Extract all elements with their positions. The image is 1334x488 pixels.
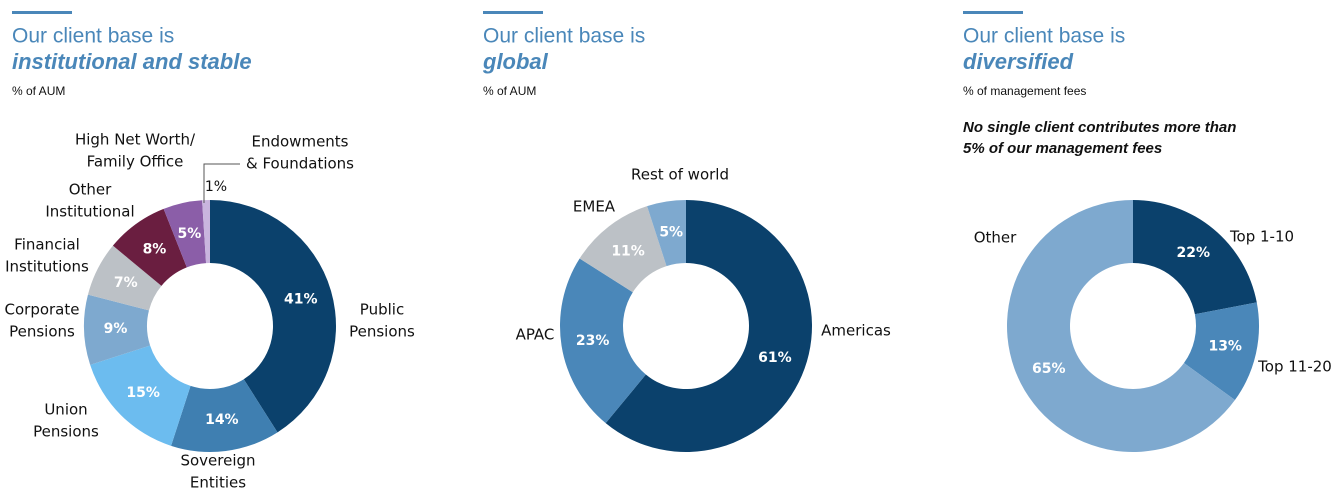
value-label: 65% xyxy=(1032,361,1066,377)
value-label: 23% xyxy=(576,333,610,349)
value-label: 9% xyxy=(104,321,128,337)
value-label: 61% xyxy=(758,350,792,366)
value-label: 14% xyxy=(205,412,239,428)
value-label: 5% xyxy=(659,225,683,241)
title-line: Our client base is xyxy=(963,25,1125,48)
donut-slice xyxy=(579,206,667,293)
title-emphasis: institutional and stable xyxy=(12,49,252,74)
category-label: Rest of world xyxy=(631,166,729,184)
category-label: Pensions xyxy=(33,423,99,441)
donut-slice xyxy=(210,200,337,433)
category-label: Top 1-10 xyxy=(1229,228,1294,246)
category-label: Public xyxy=(360,301,404,319)
category-label: Other xyxy=(69,181,112,199)
donut-slice xyxy=(1133,200,1257,315)
title-line: Our client base is xyxy=(483,25,645,48)
value-label: 1% xyxy=(205,179,227,195)
category-label: Other xyxy=(974,229,1017,247)
value-label: 11% xyxy=(611,243,645,259)
accent-bar xyxy=(12,11,72,14)
accent-bar xyxy=(483,11,543,14)
accent-bar xyxy=(963,11,1023,14)
category-label: Corporate xyxy=(5,301,80,319)
category-label: & Foundations xyxy=(246,155,354,173)
category-label: EMEA xyxy=(573,198,616,216)
category-label: Institutional xyxy=(45,203,134,221)
donut-slice xyxy=(87,245,162,311)
title-line: Our client base is xyxy=(12,25,174,48)
subtitle: % of AUM xyxy=(12,84,65,98)
category-label: Institutions xyxy=(5,258,89,276)
category-label: Endowments xyxy=(252,133,349,151)
donut-slice xyxy=(1183,302,1259,401)
category-label: Pensions xyxy=(9,323,75,341)
value-label: 8% xyxy=(143,242,167,258)
category-label: Pensions xyxy=(349,323,415,341)
note: No single client contributes more than xyxy=(963,119,1236,136)
donut-slice xyxy=(163,200,207,268)
category-label: Sovereign xyxy=(180,452,255,470)
value-label: 7% xyxy=(114,275,138,291)
value-label: 15% xyxy=(126,385,160,401)
value-label: 5% xyxy=(177,226,201,242)
subtitle: % of management fees xyxy=(963,84,1086,98)
value-label: 41% xyxy=(284,292,318,308)
note: 5% of our management fees xyxy=(963,140,1162,157)
value-label: 13% xyxy=(1208,339,1242,355)
donut-slice xyxy=(559,258,646,424)
donut-slice xyxy=(605,200,812,452)
donut-slice xyxy=(90,345,191,446)
value-label: 22% xyxy=(1176,245,1210,261)
title-emphasis: global xyxy=(482,49,549,74)
category-label: High Net Worth/ xyxy=(75,131,196,149)
title-emphasis: diversified xyxy=(963,49,1074,74)
category-label: Top 11-20 xyxy=(1257,358,1332,376)
leader-line xyxy=(203,163,240,203)
donut-slice xyxy=(112,208,187,286)
donut-slice xyxy=(1007,200,1235,453)
donut-slice xyxy=(202,200,210,264)
donut-slice xyxy=(171,379,278,452)
subtitle: % of AUM xyxy=(483,84,536,98)
donut-slice xyxy=(647,200,686,267)
category-label: Family Office xyxy=(87,153,184,171)
category-label: Entities xyxy=(190,474,246,488)
category-label: Financial xyxy=(14,236,80,254)
donut-slice xyxy=(84,294,151,365)
category-label: Americas xyxy=(821,322,891,340)
category-label: Union xyxy=(44,401,87,419)
category-label: APAC xyxy=(516,326,555,344)
